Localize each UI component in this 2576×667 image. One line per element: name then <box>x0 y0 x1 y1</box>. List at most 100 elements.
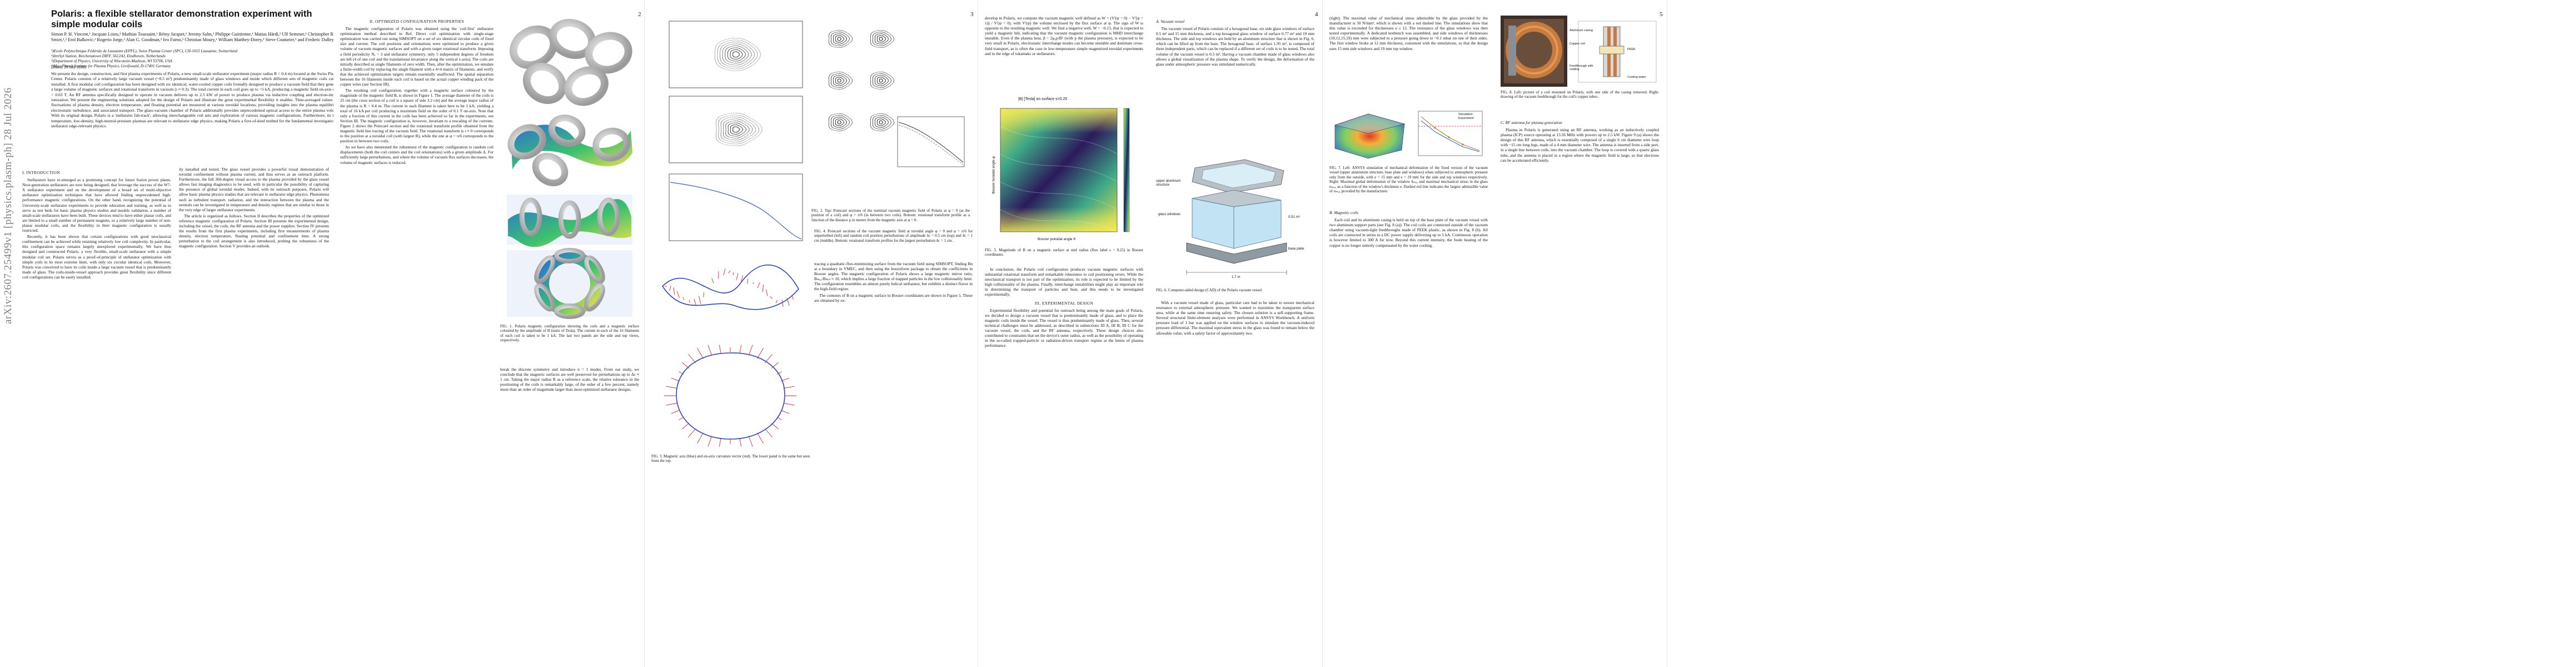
poincare-point <box>840 113 841 115</box>
poincare-point <box>721 43 722 44</box>
poincare-point <box>829 116 830 117</box>
curvature-vector <box>669 286 671 291</box>
poincare-point <box>741 145 743 146</box>
vessel-body <box>1192 190 1282 249</box>
curvature-vector <box>765 428 773 437</box>
poincare-point <box>836 115 838 116</box>
poincare-point <box>847 125 848 126</box>
poincare-point <box>870 118 871 120</box>
poincare-point <box>830 45 831 46</box>
poincare-point <box>886 87 887 88</box>
poincare-point <box>881 47 883 48</box>
poincare-point <box>886 117 888 118</box>
poincare-point <box>874 127 875 128</box>
poincare-point <box>717 56 718 57</box>
poincare-point <box>729 123 730 125</box>
poincare-point <box>839 75 840 76</box>
coil-label-copper: Copper coil <box>1569 42 1585 46</box>
poincare-point <box>847 118 848 120</box>
poincare-point <box>849 80 850 81</box>
poincare-point <box>870 78 871 79</box>
poincare-point <box>837 75 838 76</box>
poincare-point <box>846 74 848 75</box>
poincare-point <box>849 79 850 81</box>
poincare-point <box>753 138 754 140</box>
poincare-point <box>718 122 719 123</box>
p4-column-left: develop in Polaris, we compute the vacuu… <box>985 16 1143 57</box>
poincare-point <box>731 66 732 67</box>
curvature-vector <box>694 298 697 306</box>
poincare-point <box>744 143 745 145</box>
poincare-point <box>847 77 848 78</box>
poincare-point <box>735 122 736 123</box>
curvature-vector <box>770 296 773 299</box>
poincare-point <box>750 51 751 52</box>
poincare-point <box>844 31 845 32</box>
poincare-point <box>725 125 726 126</box>
poincare-point <box>836 47 838 48</box>
poincare-point <box>737 118 738 120</box>
poincare-point <box>751 118 753 120</box>
poincare-point <box>754 55 755 56</box>
poincare-point <box>881 127 882 128</box>
poincare-point <box>889 77 890 78</box>
poincare-point <box>726 59 727 61</box>
poincare-point <box>846 44 848 46</box>
poincare-point <box>742 63 743 64</box>
poincare-point <box>725 126 726 127</box>
section-heading-optimized: II. OPTIMIZED CONFIGURATION PROPERTIES <box>369 19 465 24</box>
poincare-point <box>870 77 871 78</box>
poincare-point <box>845 84 846 86</box>
paragraph: Each coil and its aluminum casing is hel… <box>1329 217 1488 248</box>
poincare-point <box>755 129 756 130</box>
poincare-point <box>890 37 891 38</box>
poincare-point <box>743 114 744 115</box>
poincare-point <box>749 129 750 130</box>
poincare-point <box>718 61 719 62</box>
poincare-point <box>892 125 893 126</box>
poincare-point <box>841 32 843 33</box>
poincare-point <box>745 117 746 118</box>
poincare-point <box>880 29 881 31</box>
poincare-point <box>883 47 884 48</box>
poincare-point <box>870 80 871 81</box>
poincare-point <box>851 38 853 39</box>
poincare-point <box>748 64 749 66</box>
poincare-point <box>846 79 847 81</box>
poincare-point <box>740 42 741 43</box>
figure-1-graphic <box>500 17 639 320</box>
poincare-point <box>758 59 759 61</box>
curvature-vector <box>781 300 784 307</box>
poincare-point <box>876 88 878 89</box>
poincare-point <box>740 44 741 45</box>
poincare-point <box>833 72 834 73</box>
poincare-point <box>720 124 721 125</box>
poincare-point <box>842 72 843 73</box>
poincare-point <box>889 74 890 76</box>
curvature-vector <box>697 348 704 359</box>
poincare-point <box>870 84 871 85</box>
poincare-point <box>756 51 758 52</box>
curvature-vector <box>771 423 779 430</box>
poincare-point <box>849 34 850 36</box>
poincare-point <box>885 114 886 115</box>
poincare-point <box>753 125 754 126</box>
poincare-point <box>885 44 886 45</box>
poincare-point <box>728 126 729 127</box>
curvature-vector <box>719 345 721 354</box>
poincare-point <box>745 133 746 135</box>
poincare-point <box>890 78 891 79</box>
poincare-point <box>756 57 758 58</box>
figure-7-graphic <box>1334 111 1483 159</box>
paragraph: The vacuum vessel of Polaris consists of… <box>1156 26 1314 67</box>
poincare-point <box>723 132 724 133</box>
poincare-point <box>725 127 726 128</box>
poincare-point <box>885 33 886 34</box>
poincare-point <box>836 30 838 31</box>
poincare-point <box>886 115 888 116</box>
poincare-point <box>831 117 833 118</box>
poincare-point <box>723 44 724 46</box>
poincare-point <box>844 127 845 128</box>
figure-7-caption: FIG. 7. Left: ANSYS simulation of mechan… <box>1329 166 1488 194</box>
curvature-vector <box>791 295 794 300</box>
